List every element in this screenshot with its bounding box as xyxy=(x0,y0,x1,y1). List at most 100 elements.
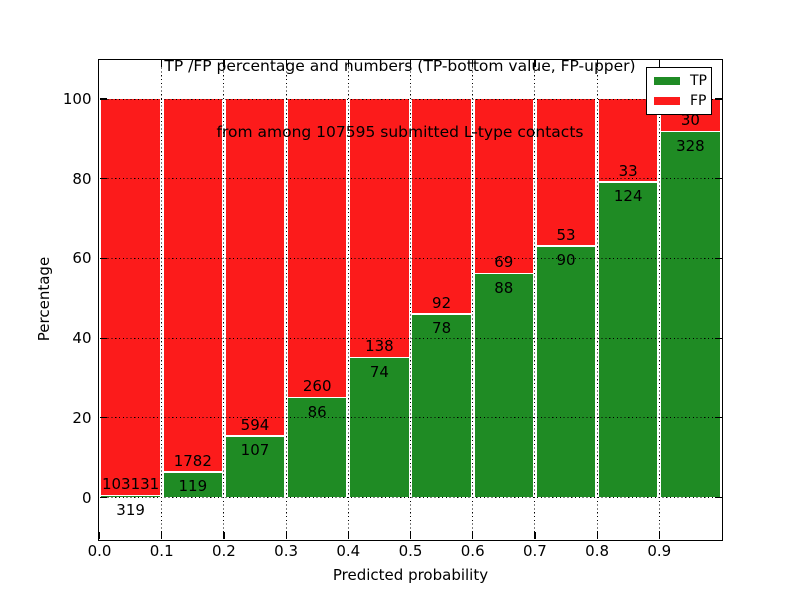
bar-fp-segment xyxy=(474,99,534,275)
x-tick-mark-top xyxy=(534,60,536,67)
bar-count-label-tp: 90 xyxy=(556,251,576,270)
x-tick-mark-top xyxy=(347,60,349,67)
legend: TP FP xyxy=(646,67,712,115)
x-tick-label: 0.1 xyxy=(149,542,174,560)
chart-title-line1: TP /FP percentage and numbers (TP-bottom… xyxy=(164,57,636,75)
bar-count-label-fp: 138 xyxy=(365,337,394,356)
bar-segment-separator xyxy=(225,435,285,437)
bar-segment-separator xyxy=(350,357,409,359)
bar-tp-segment xyxy=(536,246,596,498)
bar-count-label-fp: 260 xyxy=(302,377,332,396)
x-tick-mark-top xyxy=(223,60,225,67)
legend-label-fp: FP xyxy=(690,93,707,109)
x-tick-label: 0.5 xyxy=(398,542,423,560)
legend-item-fp: FP xyxy=(647,94,711,108)
x-tick-mark-top xyxy=(409,60,412,67)
bar-count-label-tp: 78 xyxy=(432,319,452,338)
bar-count-label-fp: 1782 xyxy=(173,451,212,470)
bar-count-label-fp: 594 xyxy=(240,415,270,434)
x-tick-label: 0.0 xyxy=(87,542,112,560)
fp-color-swatch xyxy=(654,97,680,105)
bar-fp-segment xyxy=(536,99,596,247)
x-tick-mark xyxy=(161,532,163,539)
x-tick-mark xyxy=(347,532,349,539)
y-tick-mark-right xyxy=(714,257,722,260)
bar-count-label-fp: 92 xyxy=(432,293,452,312)
gridline-vertical xyxy=(534,60,536,539)
gridline-vertical xyxy=(472,60,474,539)
bar-count-label-tp: 86 xyxy=(307,402,327,421)
bar-segment-separator xyxy=(536,245,596,247)
y-tick-mark-right xyxy=(714,98,722,100)
legend-item-tp: TP xyxy=(647,74,711,88)
y-tick-mark xyxy=(99,417,107,419)
bar-tp-segment xyxy=(287,398,347,498)
gridline-vertical xyxy=(409,60,412,539)
x-tick-mark-top xyxy=(472,60,474,67)
bar-count-label-tp: 119 xyxy=(178,477,208,496)
bar-count-label-fp: 103131 xyxy=(101,475,160,494)
bar-count-label-fp: 53 xyxy=(556,225,576,244)
x-axis-label: Predicted probability xyxy=(332,566,489,584)
x-tick-label: 0.8 xyxy=(585,542,610,560)
y-tick-label: 0 xyxy=(81,488,92,507)
bar-segment-separator xyxy=(101,494,160,497)
bar-count-label-tp: 88 xyxy=(494,278,514,297)
y-tick-label: 100 xyxy=(62,90,92,108)
bar-fp-segment xyxy=(163,99,223,473)
x-tick-mark xyxy=(285,532,287,539)
bar-count-label-tp: 74 xyxy=(369,362,389,381)
y-tick-label: 60 xyxy=(72,249,92,268)
x-tick-label: 0.6 xyxy=(460,542,485,560)
bar-count-label-tp: 107 xyxy=(240,441,270,460)
chart-title: TP /FP percentage and numbers (TP-bottom… xyxy=(0,11,800,187)
bar-segment-separator xyxy=(287,397,347,399)
gridline-vertical xyxy=(161,60,163,539)
x-tick-mark xyxy=(409,532,412,539)
x-tick-mark-top xyxy=(596,60,598,67)
y-tick-label: 40 xyxy=(72,329,92,348)
bar-tp-segment xyxy=(474,274,534,498)
x-tick-mark-top xyxy=(658,60,660,67)
y-tick-mark-right xyxy=(714,337,722,339)
bar-count-label-tp: 124 xyxy=(613,187,643,206)
x-tick-label: 0.3 xyxy=(274,542,299,560)
x-tick-label: 0.4 xyxy=(336,542,361,560)
legend-label-tp: TP xyxy=(690,73,707,89)
bar-segment-separator xyxy=(474,272,534,275)
y-axis-label: Percentage xyxy=(35,256,53,342)
gridline-vertical xyxy=(596,60,598,539)
y-tick-mark-right xyxy=(714,417,722,419)
tp-color-swatch xyxy=(654,77,680,85)
bar-count-label-tp: 328 xyxy=(676,136,705,155)
y-tick-mark xyxy=(99,496,107,499)
gridline-vertical xyxy=(347,60,349,539)
bar-segment-separator xyxy=(412,313,471,315)
bar-tp-segment xyxy=(101,496,160,498)
y-tick-mark-right xyxy=(714,178,722,180)
bar-tp-segment xyxy=(412,314,471,498)
y-tick-mark-right xyxy=(714,496,722,499)
bar-segment-separator xyxy=(661,131,720,133)
bar-fp-segment xyxy=(412,99,471,315)
x-tick-mark-top xyxy=(161,60,163,67)
bar-tp-segment xyxy=(163,472,223,498)
y-tick-mark xyxy=(99,98,107,100)
bar-fp-segment xyxy=(287,99,347,399)
bar-tp-segment xyxy=(350,358,409,498)
x-tick-mark xyxy=(223,532,225,539)
x-tick-mark xyxy=(596,532,598,539)
gridline-vertical xyxy=(658,60,660,539)
bar-segment-separator xyxy=(163,471,223,473)
y-tick-label: 80 xyxy=(72,169,92,188)
bar-count-label-tp: 319 xyxy=(116,500,145,519)
bar-fp-segment xyxy=(350,99,409,359)
bar-segment-separator xyxy=(598,181,658,183)
y-tick-mark xyxy=(99,337,107,339)
x-tick-mark xyxy=(472,532,474,539)
bar-fp-segment xyxy=(225,99,285,437)
bar-tp-segment xyxy=(225,436,285,498)
y-tick-mark xyxy=(99,257,107,260)
x-tick-mark xyxy=(98,532,101,539)
